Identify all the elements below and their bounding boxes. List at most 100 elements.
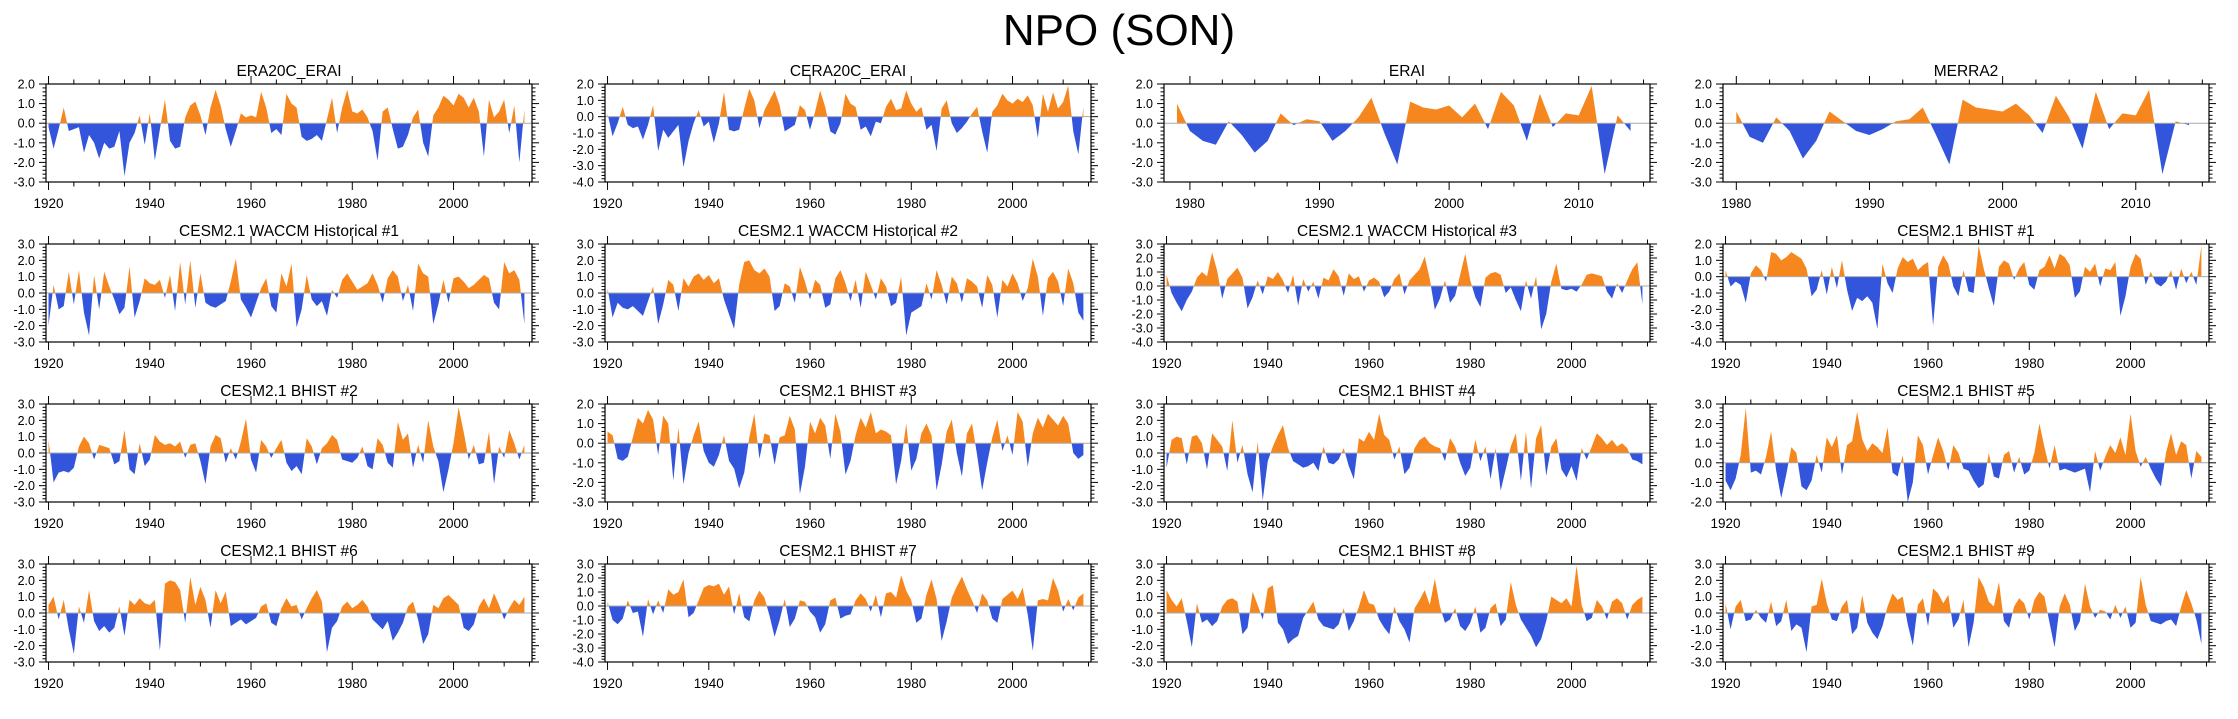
x-tick-label: 1940 bbox=[135, 516, 165, 531]
y-tick-label: 1.0 bbox=[18, 590, 35, 604]
plot-box bbox=[604, 243, 1092, 343]
plot-svg: CESM2.1 BHIST #7 -4.0-3.0-2.0-1.00.01.02.… bbox=[572, 543, 1098, 691]
y-tick-label: 2.0 bbox=[577, 254, 594, 268]
x-tick-label: 1980 bbox=[1455, 676, 1485, 691]
y-tick-label: -1.0 bbox=[1131, 463, 1153, 477]
y-tick-label: 3.0 bbox=[577, 558, 594, 572]
y-tick-label: -4.0 bbox=[572, 176, 594, 190]
y-tick-label: 1.0 bbox=[1136, 430, 1153, 444]
chart-panel: CESM2.1 BHIST #2 -3.0 -2.0 -1.0 0.0 1.0 2.0 3.0… bbox=[0, 380, 558, 540]
plot-svg: CESM2.1 BHIST #9 -3.0 -2.0 -1.0 0.0 1.0 2.0 3.0… bbox=[1690, 543, 2216, 691]
y-tick-label: -3.0 bbox=[572, 642, 594, 656]
y-tick-label: 0.0 bbox=[1136, 447, 1153, 461]
positive-area bbox=[1739, 407, 2202, 463]
chart-panel: CESM2.1 BHIST #7 -4.0 -3.0 -2.0 -1.0 0.0 1.0 2.… bbox=[559, 540, 1117, 700]
axis-ticks bbox=[1157, 236, 1657, 350]
plot-svg: CESM2.1 BHIST #4 -3.0 -2.0 -1.0 0.0 1.0 2.0 3.0… bbox=[1131, 383, 1657, 531]
y-tick-label: -1.0 bbox=[572, 127, 594, 141]
panel-title: CESM2.1 BHIST #4 bbox=[1338, 383, 1476, 400]
y-tick-label: 1.0 bbox=[18, 97, 35, 111]
plot-box bbox=[604, 403, 1092, 503]
y-tick-label: -2.0 bbox=[1690, 303, 1712, 317]
x-tick-label: 1980 bbox=[337, 356, 367, 371]
y-tick-label: 2.0 bbox=[1695, 574, 1712, 588]
plot-box bbox=[1163, 403, 1651, 503]
x-tick-label: 2000 bbox=[2116, 676, 2146, 691]
x-tick-label: 1940 bbox=[135, 676, 165, 691]
plot-box bbox=[1722, 403, 2210, 503]
plot-box bbox=[1722, 563, 2210, 663]
negative-area bbox=[1725, 613, 2202, 653]
y-tick-label: -1.0 bbox=[13, 623, 35, 637]
x-tick-label: 1920 bbox=[1152, 356, 1182, 371]
x-tick-label: 2000 bbox=[1557, 516, 1587, 531]
y-tick-label: 0.0 bbox=[577, 287, 594, 301]
positive-area bbox=[1166, 413, 1643, 453]
y-tick-label: -1.0 bbox=[13, 303, 35, 317]
x-tick-label: 1920 bbox=[593, 676, 623, 691]
y-tick-label: -3.0 bbox=[572, 336, 594, 350]
x-tick-label: 2000 bbox=[2116, 516, 2146, 531]
x-tick-label: 1920 bbox=[34, 196, 64, 211]
positive-area bbox=[1736, 89, 2190, 124]
positive-area bbox=[1166, 565, 1643, 613]
y-tick-label: 3.0 bbox=[577, 238, 594, 252]
x-tick-label: 1980 bbox=[896, 356, 926, 371]
y-tick-label: -3.0 bbox=[1131, 656, 1153, 670]
y-tick-label: 2.0 bbox=[1695, 78, 1712, 92]
chart-panel: CESM2.1 WACCM Historical #3 -4.0 -3.0 -2.0-… bbox=[1118, 220, 1676, 380]
x-tick-label: 1920 bbox=[593, 356, 623, 371]
y-tick-label: -1.0 bbox=[1131, 294, 1153, 308]
positive-area bbox=[607, 409, 1084, 444]
plot-box bbox=[1722, 243, 2210, 343]
y-tick-label: 0.0 bbox=[577, 600, 594, 614]
y-tick-label: 3.0 bbox=[1136, 238, 1153, 252]
y-tick-label: 2.0 bbox=[1136, 414, 1153, 428]
plot-box bbox=[45, 83, 533, 183]
chart-panel: CESM2.1 BHIST #5 -2.0 -1.0 0.0 1.0 2.0 3.0 1920… bbox=[1677, 380, 2235, 540]
y-tick-label: -2.0 bbox=[1690, 156, 1712, 170]
x-tick-label: 1960 bbox=[1354, 516, 1384, 531]
y-tick-label: 1.0 bbox=[577, 586, 594, 600]
y-tick-label: -1.0 bbox=[1690, 476, 1712, 490]
plot-box bbox=[1163, 563, 1651, 663]
chart-panel: ERA20C_ERAI -3.0 -2.0 -1.0 0.0 1.0 2.0 1920 1940… bbox=[0, 60, 558, 220]
positive-area bbox=[48, 258, 525, 293]
y-tick-label: -2.0 bbox=[13, 156, 35, 170]
y-tick-label: 2.0 bbox=[1136, 574, 1153, 588]
x-tick-label: 1960 bbox=[795, 356, 825, 371]
y-tick-label: -2.0 bbox=[1690, 639, 1712, 653]
negative-area bbox=[607, 116, 1084, 168]
y-tick-label: -3.0 bbox=[1131, 496, 1153, 510]
y-tick-label: -4.0 bbox=[572, 656, 594, 670]
x-tick-label: 1940 bbox=[1253, 516, 1283, 531]
plot-svg: ERAI -3.0 -2.0 -1.0 0.0 1.0 2.0 1980 1990 2000 201… bbox=[1131, 63, 1657, 211]
y-tick-label: 1.0 bbox=[577, 94, 594, 108]
y-tick-label: 0.0 bbox=[18, 607, 35, 621]
panel-title: CESM2.1 BHIST #1 bbox=[1897, 223, 2035, 240]
x-tick-label: 1960 bbox=[1913, 356, 1943, 371]
x-tick-label: 1940 bbox=[694, 516, 724, 531]
y-tick-label: 3.0 bbox=[1695, 558, 1712, 572]
negative-area bbox=[607, 293, 1084, 336]
y-tick-label: 2.0 bbox=[18, 414, 35, 428]
y-tick-label: -3.0 bbox=[572, 496, 594, 510]
y-tick-label: -2.0 bbox=[1131, 639, 1153, 653]
y-tick-label: 3.0 bbox=[1695, 398, 1712, 412]
x-tick-label: 1980 bbox=[337, 676, 367, 691]
x-tick-label: 2000 bbox=[439, 196, 469, 211]
x-tick-label: 2000 bbox=[998, 356, 1028, 371]
y-tick-label: -3.0 bbox=[1690, 319, 1712, 333]
y-tick-label: -1.0 bbox=[1690, 136, 1712, 150]
positive-area bbox=[607, 85, 1084, 117]
negative-area bbox=[1186, 123, 1631, 175]
y-tick-label: -2.0 bbox=[1131, 479, 1153, 493]
y-tick-label: -3.0 bbox=[13, 176, 35, 190]
chart-panel: CESM2.1 BHIST #1 -4.0 -3.0 -2.0 -1.0 0.0 1.0 2.… bbox=[1677, 220, 2235, 380]
y-tick-label: 2.0 bbox=[577, 398, 594, 412]
chart-panel: CESM2.1 BHIST #6 -3.0 -2.0 -1.0 0.0 1.0 2.0 3.0… bbox=[0, 540, 558, 700]
y-tick-label: -1.0 bbox=[572, 456, 594, 470]
plot-svg: CESM2.1 BHIST #5 -2.0 -1.0 0.0 1.0 2.0 3.0 1920… bbox=[1690, 383, 2216, 531]
x-tick-label: 1980 bbox=[2014, 676, 2044, 691]
x-tick-label: 2000 bbox=[439, 676, 469, 691]
